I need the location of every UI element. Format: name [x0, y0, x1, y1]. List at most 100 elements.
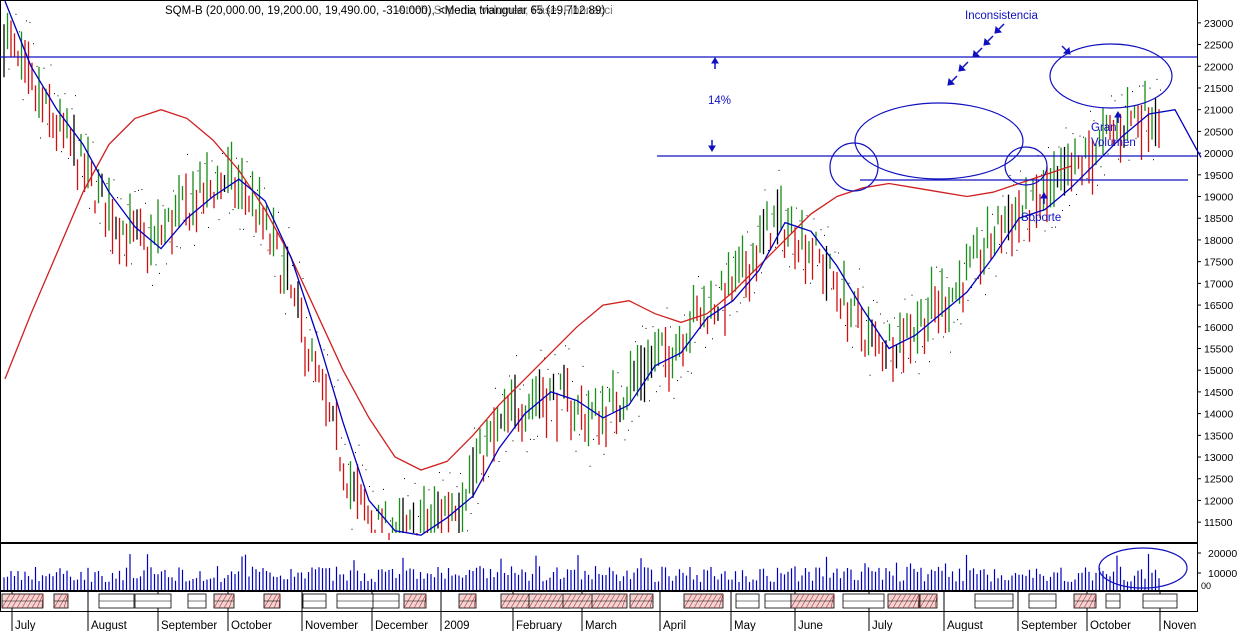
- stop-dot: [953, 321, 955, 323]
- time-strip-blocks: [1, 593, 1178, 609]
- stop-dot: [47, 123, 48, 125]
- stop-dot: [932, 338, 934, 340]
- stop-dot: [1002, 195, 1004, 197]
- stop-dot: [474, 427, 475, 429]
- stop-dot: [967, 299, 969, 301]
- stop-dot: [726, 263, 727, 265]
- stop-dot: [250, 176, 251, 178]
- stop-dot: [565, 345, 566, 347]
- stop-dot: [1041, 174, 1042, 176]
- stop-dot: [341, 437, 342, 439]
- stop-dot: [1006, 252, 1007, 254]
- stop-dot: [89, 207, 90, 209]
- stop-dot: [1093, 120, 1095, 122]
- stop-dot: [1076, 193, 1077, 195]
- stop-dot: [106, 183, 108, 185]
- stop-dot: [355, 452, 356, 454]
- stop-dot: [663, 365, 664, 367]
- stop-dot: [593, 438, 594, 440]
- volume-panel: [0, 543, 1198, 591]
- stop-dot: [488, 476, 489, 478]
- stop-dot: [239, 228, 241, 230]
- y-tick-label: 13000: [1204, 452, 1233, 464]
- arrow-up-14pct: [711, 57, 719, 69]
- stop-dot: [124, 254, 125, 256]
- stop-dot: [918, 373, 920, 375]
- stop-dot: [1020, 170, 1021, 172]
- stop-dot: [894, 317, 895, 319]
- stop-dot: [211, 160, 213, 162]
- stop-dot: [152, 284, 153, 286]
- stop-dot: [257, 189, 258, 191]
- stop-dot: [418, 515, 419, 517]
- stop-dot: [222, 153, 223, 155]
- stop-dot: [635, 341, 636, 343]
- stop-dot: [978, 277, 979, 279]
- stop-dot: [428, 489, 430, 491]
- stop-dot: [911, 294, 913, 296]
- y-tick-label: 11500: [1204, 517, 1233, 529]
- stop-dot: [264, 187, 265, 189]
- stop-dot: [54, 93, 55, 95]
- stop-dot: [1118, 158, 1119, 160]
- stop-dot: [1034, 220, 1035, 222]
- stop-dot: [754, 292, 755, 294]
- ellipse-volume: [1098, 547, 1188, 589]
- stop-dot: [782, 250, 783, 252]
- stop-dot: [313, 381, 314, 383]
- arrow-october: [1061, 45, 1071, 55]
- stop-dot: [495, 387, 496, 389]
- stop-dot: [876, 301, 878, 303]
- stop-dot: [57, 95, 59, 97]
- stop-dot: [799, 220, 801, 222]
- stop-dot: [715, 284, 717, 286]
- stop-dot: [698, 276, 699, 278]
- series-fast-average: [4, 0, 1202, 536]
- stop-dot: [526, 451, 528, 453]
- y-tick-label: 20000: [1204, 148, 1233, 160]
- stop-dot: [1135, 137, 1137, 139]
- stop-dot: [99, 222, 101, 224]
- ellipse-july-aug: [854, 102, 1024, 180]
- stop-dot: [351, 528, 353, 530]
- stop-dot: [78, 139, 80, 141]
- stop-dot: [981, 230, 983, 232]
- stop-dot: [1146, 130, 1147, 132]
- stop-dot: [890, 360, 892, 362]
- stop-dots: [8, 13, 1161, 532]
- stop-dot: [1097, 184, 1098, 186]
- y-tick-label: 13500: [1204, 430, 1233, 442]
- stop-dot: [96, 180, 97, 182]
- month-label: September: [1021, 620, 1077, 631]
- stop-dot: [589, 465, 591, 467]
- month-label: December: [375, 620, 428, 631]
- stop-dot: [505, 450, 507, 452]
- stop-dot: [845, 325, 846, 327]
- stop-dot: [1083, 136, 1084, 138]
- stop-dot: [866, 320, 867, 322]
- stop-dot: [145, 202, 146, 204]
- volume-tick-label: 20000: [1208, 548, 1237, 560]
- stop-dot: [26, 20, 27, 22]
- series-media-triangular-65: [4, 109, 1072, 471]
- stop-dot: [880, 313, 881, 315]
- stop-dot: [292, 265, 293, 267]
- stop-dot: [533, 438, 535, 440]
- stop-dot: [64, 93, 66, 95]
- stop-dot: [243, 228, 244, 230]
- y-tick-label: 23000: [1204, 18, 1233, 30]
- stop-dot: [579, 434, 580, 436]
- stop-dot: [173, 190, 174, 192]
- stop-dot: [1153, 159, 1154, 161]
- stop-dot: [82, 176, 83, 178]
- annot-volumen: Volumen: [1091, 137, 1136, 149]
- stop-dot: [645, 327, 647, 329]
- stop-dot: [575, 450, 577, 452]
- y-tick-label: 16000: [1204, 322, 1233, 334]
- stop-dot: [652, 326, 654, 328]
- stop-dot: [134, 191, 136, 193]
- stop-dot: [260, 244, 262, 246]
- stop-dot: [456, 486, 458, 488]
- stop-dot: [484, 435, 486, 437]
